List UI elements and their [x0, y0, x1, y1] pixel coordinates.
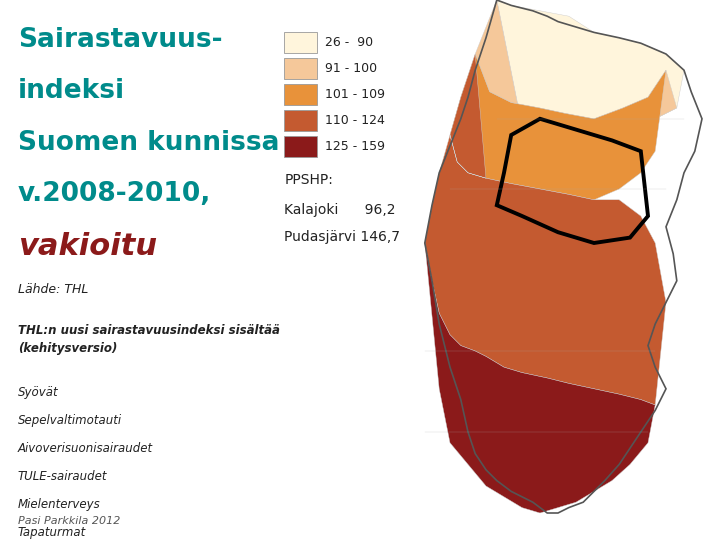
Polygon shape — [425, 54, 666, 405]
Text: 110 - 124: 110 - 124 — [325, 114, 385, 127]
Text: Aivoverisuonisairaudet: Aivoverisuonisairaudet — [18, 442, 153, 455]
Text: PPSHP:: PPSHP: — [284, 173, 333, 187]
Text: indeksi: indeksi — [18, 78, 125, 104]
Text: Lähde: THL: Lähde: THL — [18, 284, 89, 296]
Text: Tapaturmat: Tapaturmat — [18, 526, 86, 539]
Text: v.2008-2010,: v.2008-2010, — [18, 181, 212, 207]
Text: Sepelvaltimotauti: Sepelvaltimotauti — [18, 414, 122, 427]
Text: 91 - 100: 91 - 100 — [325, 62, 377, 75]
Text: Pudasjärvi 146,7: Pudasjärvi 146,7 — [284, 230, 400, 244]
Text: Syövät: Syövät — [18, 386, 58, 399]
Text: 101 - 109: 101 - 109 — [325, 88, 385, 101]
Text: THL:n uusi sairastavuusindeksi sisältää
(kehitysversio): THL:n uusi sairastavuusindeksi sisältää … — [18, 324, 280, 355]
Text: Pasi Parkkila 2012: Pasi Parkkila 2012 — [18, 516, 120, 526]
Bar — [284, 136, 317, 157]
Text: 125 - 159: 125 - 159 — [325, 140, 385, 153]
Bar — [284, 84, 317, 105]
Text: 26 -  90: 26 - 90 — [325, 36, 374, 49]
Bar — [284, 58, 317, 79]
Polygon shape — [425, 243, 655, 513]
Polygon shape — [497, 0, 684, 135]
Polygon shape — [475, 0, 677, 135]
Text: Sairastavuus-: Sairastavuus- — [18, 27, 222, 53]
Bar — [284, 32, 317, 53]
Bar — [284, 110, 317, 131]
Text: Mielenterveys: Mielenterveys — [18, 498, 101, 511]
Text: TULE-sairaudet: TULE-sairaudet — [18, 470, 107, 483]
Text: Kalajoki      96,2: Kalajoki 96,2 — [284, 202, 396, 217]
Text: vakioitu: vakioitu — [18, 232, 157, 261]
Text: Suomen kunnissa: Suomen kunnissa — [18, 130, 279, 156]
Polygon shape — [450, 54, 666, 200]
